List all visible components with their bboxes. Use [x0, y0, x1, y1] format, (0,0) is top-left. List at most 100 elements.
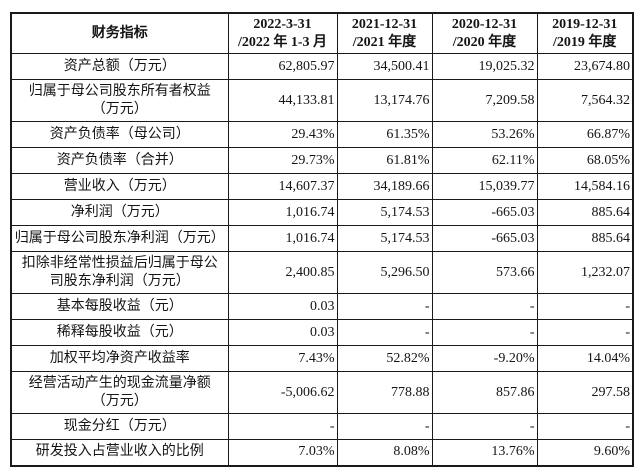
- header-period-2022: 2022-3-31 /2022 年 1-3 月: [227, 12, 338, 54]
- value-cell: 68.05%: [536, 147, 634, 174]
- value-cell: 14,584.16: [536, 173, 634, 200]
- value-cell: 61.81%: [336, 147, 433, 174]
- value-cell: -9.20%: [431, 345, 538, 372]
- table-row: 现金分红（万元） - - - -: [10, 413, 634, 440]
- value-cell: 8.08%: [336, 439, 433, 466]
- value-cell: 13.76%: [431, 439, 538, 466]
- row-label: 归属于母公司股东所有者权益 （万元）: [10, 79, 229, 122]
- value-cell: 23,674.80: [536, 53, 634, 80]
- value-cell: 1,016.74: [227, 199, 338, 226]
- value-cell: 53.26%: [431, 121, 538, 148]
- table-row: 净利润（万元） 1,016.74 5,174.53 -665.03 885.64: [10, 199, 634, 226]
- table-row: 归属于母公司股东净利润（万元） 1,016.74 5,174.53 -665.0…: [10, 225, 634, 252]
- value-cell: 7,564.32: [536, 79, 634, 122]
- financial-indicators-table: 财务指标 2022-3-31 /2022 年 1-3 月 2021-12-31 …: [10, 12, 634, 467]
- value-cell: 5,296.50: [336, 251, 433, 294]
- row-label: 归属于母公司股东净利润（万元）: [10, 225, 229, 252]
- value-cell: -: [536, 319, 634, 346]
- value-cell: 5,174.53: [336, 199, 433, 226]
- table-row: 基本每股收益（元） 0.03 - - -: [10, 293, 634, 320]
- value-cell: 1,232.07: [536, 251, 634, 294]
- value-cell: -5,006.62: [227, 371, 338, 414]
- table-header-row: 财务指标 2022-3-31 /2022 年 1-3 月 2021-12-31 …: [10, 12, 634, 54]
- value-cell: 885.64: [536, 199, 634, 226]
- value-cell: 778.88: [336, 371, 433, 414]
- table-row: 研发投入占营业收入的比例 7.03% 8.08% 13.76% 9.60%: [10, 439, 634, 466]
- table-row: 资产负债率（母公司） 29.43% 61.35% 53.26% 66.87%: [10, 121, 634, 148]
- value-cell: 62.11%: [431, 147, 538, 174]
- period-range: /2022 年 1-3 月: [237, 34, 328, 50]
- value-cell: 52.82%: [336, 345, 433, 372]
- value-cell: 29.43%: [227, 121, 338, 148]
- table-row: 归属于母公司股东所有者权益 （万元） 44,133.81 13,174.76 7…: [10, 79, 634, 122]
- period-date: 2021-12-31: [351, 16, 418, 32]
- value-cell: 0.03: [227, 293, 338, 320]
- value-cell: 62,805.97: [227, 53, 338, 80]
- value-cell: -: [536, 293, 634, 320]
- row-label: 营业收入（万元）: [10, 173, 229, 200]
- table-row: 加权平均净资产收益率 7.43% 52.82% -9.20% 14.04%: [10, 345, 634, 372]
- value-cell: 7.03%: [227, 439, 338, 466]
- row-label: 资产总额（万元）: [10, 53, 229, 80]
- value-cell: 2,400.85: [227, 251, 338, 294]
- row-label: 经营活动产生的现金流量净额 （万元）: [10, 371, 229, 414]
- value-cell: -: [336, 319, 433, 346]
- value-cell: 573.66: [431, 251, 538, 294]
- row-label: 净利润（万元）: [10, 199, 229, 226]
- value-cell: 7.43%: [227, 345, 338, 372]
- row-label: 加权平均净资产收益率: [10, 345, 229, 372]
- value-cell: -: [431, 319, 538, 346]
- table-row: 稀释每股收益（元） 0.03 - - -: [10, 319, 634, 346]
- value-cell: 0.03: [227, 319, 338, 346]
- value-cell: 7,209.58: [431, 79, 538, 122]
- value-cell: -665.03: [431, 225, 538, 252]
- value-cell: -: [536, 413, 634, 440]
- table-row: 资产负债率（合并） 29.73% 61.81% 62.11% 68.05%: [10, 147, 634, 174]
- value-cell: 9.60%: [536, 439, 634, 466]
- value-cell: -665.03: [431, 199, 538, 226]
- table-row: 扣除非经常性损益后归属于母公 司股东净利润（万元） 2,400.85 5,296…: [10, 251, 634, 294]
- row-label: 扣除非经常性损益后归属于母公 司股东净利润（万元）: [10, 251, 229, 294]
- row-label: 基本每股收益（元）: [10, 293, 229, 320]
- value-cell: 19,025.32: [431, 53, 538, 80]
- value-cell: -: [431, 413, 538, 440]
- row-label: 资产负债率（母公司）: [10, 121, 229, 148]
- header-period-2019: 2019-12-31 /2019 年度: [536, 12, 634, 54]
- value-cell: 34,500.41: [336, 53, 433, 80]
- value-cell: 13,174.76: [336, 79, 433, 122]
- period-date: 2022-3-31: [253, 16, 312, 32]
- value-cell: 29.73%: [227, 147, 338, 174]
- period-range: /2020 年度: [452, 34, 517, 50]
- row-label: 资产负债率（合并）: [10, 147, 229, 174]
- period-date: 2019-12-31: [552, 16, 618, 32]
- row-label: 稀释每股收益（元）: [10, 319, 229, 346]
- header-indicator: 财务指标: [10, 12, 229, 54]
- period-range: /2021 年度: [352, 34, 417, 50]
- table-row: 营业收入（万元） 14,607.37 34,189.66 15,039.77 1…: [10, 173, 634, 200]
- value-cell: -: [336, 293, 433, 320]
- value-cell: 34,189.66: [336, 173, 433, 200]
- table-row: 资产总额（万元） 62,805.97 34,500.41 19,025.32 2…: [10, 53, 634, 80]
- value-cell: 14,607.37: [227, 173, 338, 200]
- header-period-2021: 2021-12-31 /2021 年度: [336, 12, 433, 54]
- value-cell: 5,174.53: [336, 225, 433, 252]
- period-date: 2020-12-31: [451, 16, 518, 32]
- value-cell: 885.64: [536, 225, 634, 252]
- value-cell: 44,133.81: [227, 79, 338, 122]
- table-row: 经营活动产生的现金流量净额 （万元） -5,006.62 778.88 857.…: [10, 371, 634, 414]
- value-cell: 857.86: [431, 371, 538, 414]
- row-label: 现金分红（万元）: [10, 413, 229, 440]
- value-cell: 297.58: [536, 371, 634, 414]
- value-cell: -: [227, 413, 338, 440]
- period-range: /2019 年度: [553, 34, 617, 50]
- value-cell: 14.04%: [536, 345, 634, 372]
- value-cell: 61.35%: [336, 121, 433, 148]
- value-cell: -: [431, 293, 538, 320]
- value-cell: -: [336, 413, 433, 440]
- value-cell: 1,016.74: [227, 225, 338, 252]
- row-label: 研发投入占营业收入的比例: [10, 439, 229, 466]
- value-cell: 15,039.77: [431, 173, 538, 200]
- header-period-2020: 2020-12-31 /2020 年度: [431, 12, 538, 54]
- value-cell: 66.87%: [536, 121, 634, 148]
